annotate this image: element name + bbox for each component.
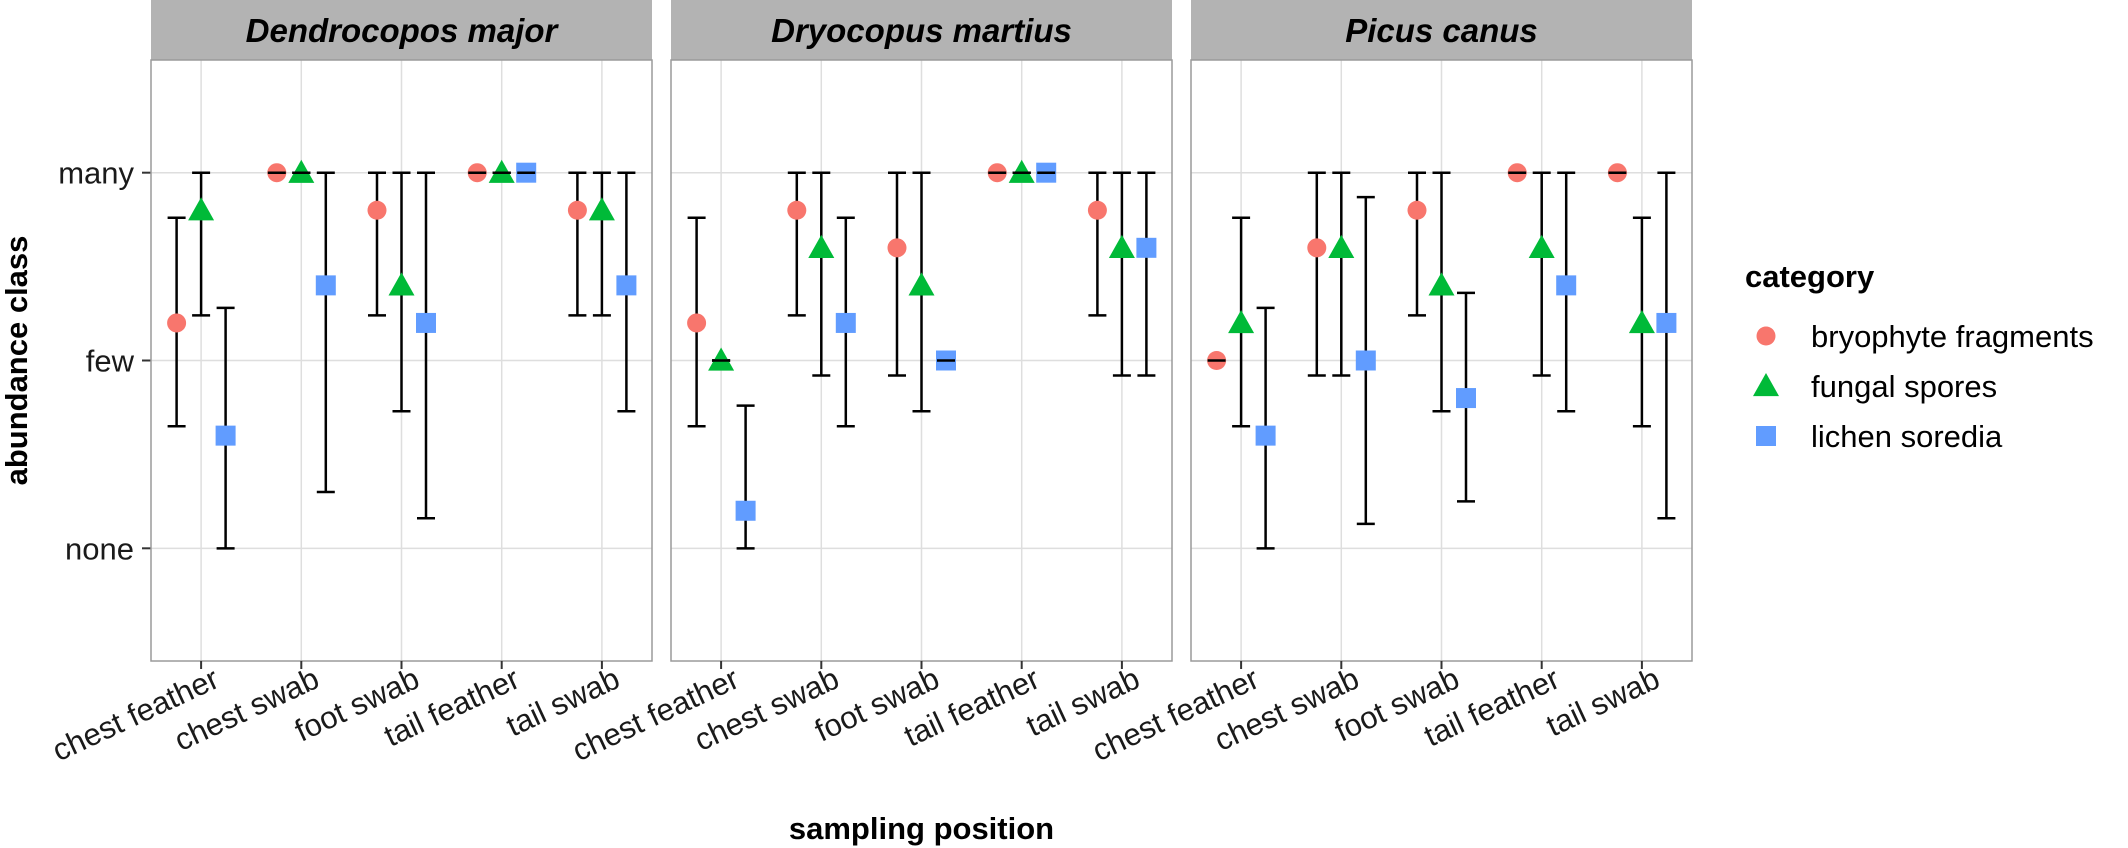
data-point-dendrocopos-major-chest-feather-bryophyte-fragments xyxy=(167,313,187,333)
x-tick-label-tail-swab: tail swab xyxy=(1541,661,1665,744)
data-point-picus-canus-chest-feather-lichen-soredia xyxy=(1255,425,1276,446)
y-tick-label-few: few xyxy=(86,344,135,379)
data-point-dendrocopos-major-chest-feather-fungal-spores xyxy=(188,197,215,221)
error-bar-dendrocopos-major-chest-swab-lichen-soredia xyxy=(316,171,335,494)
legend-key-lichen-soredia xyxy=(1756,426,1776,446)
error-bar-picus-canus-foot-swab-bryophyte-fragments xyxy=(1408,171,1426,317)
data-point-dryocopus-martius-foot-swab-fungal-spores xyxy=(908,272,935,296)
error-bar-picus-canus-chest-swab-fungal-spores xyxy=(1332,171,1351,377)
data-point-picus-canus-chest-swab-lichen-soredia xyxy=(1355,350,1376,371)
error-bar-dendrocopos-major-chest-feather-fungal-spores xyxy=(192,171,211,317)
legend-title: category xyxy=(1745,259,1875,294)
data-point-dryocopus-martius-chest-swab-fungal-spores xyxy=(808,234,835,258)
legend-label-lichen-soredia: lichen soredia xyxy=(1811,419,2003,454)
legend-label-bryophyte-fragments: bryophyte fragments xyxy=(1811,319,2094,354)
facet-title-dendrocopos-major: Dendrocopos major xyxy=(246,12,560,49)
data-point-dendrocopos-major-foot-swab-fungal-spores xyxy=(388,272,415,296)
error-bar-dryocopus-martius-chest-swab-fungal-spores xyxy=(812,171,831,377)
x-axis-title: sampling position xyxy=(789,811,1054,846)
error-bar-picus-canus-tail-swab-lichen-soredia xyxy=(1657,171,1676,520)
data-point-picus-canus-tail-swab-fungal-spores xyxy=(1628,309,1655,334)
data-point-dendrocopos-major-tail-feather-fungal-spores xyxy=(488,159,515,183)
data-point-picus-canus-foot-swab-lichen-soredia xyxy=(1456,388,1476,409)
legend-label-fungal-spores: fungal spores xyxy=(1811,369,1997,404)
error-bar-dendrocopos-major-foot-swab-bryophyte-fragments xyxy=(368,171,386,317)
y-tick-label-none: none xyxy=(65,531,134,566)
data-point-dryocopus-martius-tail-feather-fungal-spores xyxy=(1008,159,1035,183)
error-bar-dryocopus-martius-tail-swab-lichen-soredia xyxy=(1137,171,1156,377)
legend-key-bryophyte-fragments xyxy=(1756,326,1776,346)
data-point-picus-canus-chest-feather-fungal-spores xyxy=(1228,309,1255,334)
data-point-dryocopus-martius-foot-swab-bryophyte-fragments xyxy=(887,238,907,258)
error-bar-dendrocopos-major-tail-swab-fungal-spores xyxy=(592,171,611,317)
data-point-dendrocopos-major-tail-swab-fungal-spores xyxy=(588,197,615,221)
error-bar-dryocopus-martius-foot-swab-bryophyte-fragments xyxy=(888,171,906,377)
facet-strip xyxy=(151,0,652,60)
data-point-dryocopus-martius-chest-feather-lichen-soredia xyxy=(735,500,756,521)
facet-strip xyxy=(1191,0,1692,60)
facet-title-dryocopus-martius: Dryocopus martius xyxy=(771,12,1072,49)
data-point-dryocopus-martius-chest-swab-lichen-soredia xyxy=(835,312,856,333)
data-point-dendrocopos-major-foot-swab-lichen-soredia xyxy=(416,312,436,333)
legend: category bryophyte fragments fungal spores… xyxy=(1745,259,2094,454)
error-bar-dendrocopos-major-tail-swab-bryophyte-fragments xyxy=(568,171,587,317)
error-bar-dryocopus-martius-tail-swab-bryophyte-fragments xyxy=(1088,171,1107,317)
error-bar-picus-canus-tail-feather-fungal-spores xyxy=(1532,171,1551,377)
data-point-dryocopus-martius-chest-swab-bryophyte-fragments xyxy=(787,200,807,220)
facet-strip xyxy=(671,0,1172,60)
error-bar-dryocopus-martius-chest-feather-lichen-soredia xyxy=(736,404,755,550)
data-point-dryocopus-martius-chest-feather-bryophyte-fragments xyxy=(687,313,707,333)
data-point-dryocopus-martius-tail-swab-bryophyte-fragments xyxy=(1087,200,1107,220)
data-point-dendrocopos-major-tail-swab-lichen-soredia xyxy=(616,275,637,296)
error-bar-picus-canus-chest-swab-bryophyte-fragments xyxy=(1307,171,1326,377)
data-point-picus-canus-tail-feather-lichen-soredia xyxy=(1556,275,1577,296)
data-point-picus-canus-foot-swab-fungal-spores xyxy=(1428,272,1455,296)
data-point-dendrocopos-major-chest-feather-lichen-soredia xyxy=(215,425,236,446)
error-bar-dryocopus-martius-chest-swab-bryophyte-fragments xyxy=(787,171,806,317)
data-point-dryocopus-martius-tail-swab-lichen-soredia xyxy=(1136,237,1157,258)
data-point-dendrocopos-major-chest-swab-lichen-soredia xyxy=(315,275,336,296)
data-point-picus-canus-tail-feather-fungal-spores xyxy=(1528,234,1555,258)
data-point-picus-canus-tail-swab-lichen-soredia xyxy=(1656,312,1677,333)
facet-title-picus-canus: Picus canus xyxy=(1345,12,1538,49)
y-axis-title: abundance class xyxy=(0,236,34,486)
data-point-dryocopus-martius-chest-feather-fungal-spores xyxy=(708,347,735,371)
error-bar-dryocopus-martius-tail-swab-fungal-spores xyxy=(1112,171,1131,377)
data-point-picus-canus-chest-swab-fungal-spores xyxy=(1328,234,1355,258)
data-point-dendrocopos-major-tail-swab-bryophyte-fragments xyxy=(567,200,587,220)
y-tick-label-many: many xyxy=(58,156,134,191)
data-point-dryocopus-martius-tail-swab-fungal-spores xyxy=(1108,234,1135,258)
data-point-picus-canus-foot-swab-bryophyte-fragments xyxy=(1407,200,1427,220)
data-point-dendrocopos-major-chest-swab-fungal-spores xyxy=(288,159,315,183)
data-point-dendrocopos-major-foot-swab-bryophyte-fragments xyxy=(367,200,387,220)
legend-key-fungal-spores xyxy=(1753,373,1779,397)
error-bar-dendrocopos-major-foot-swab-lichen-soredia xyxy=(417,171,435,520)
data-point-picus-canus-chest-swab-bryophyte-fragments xyxy=(1307,238,1327,258)
